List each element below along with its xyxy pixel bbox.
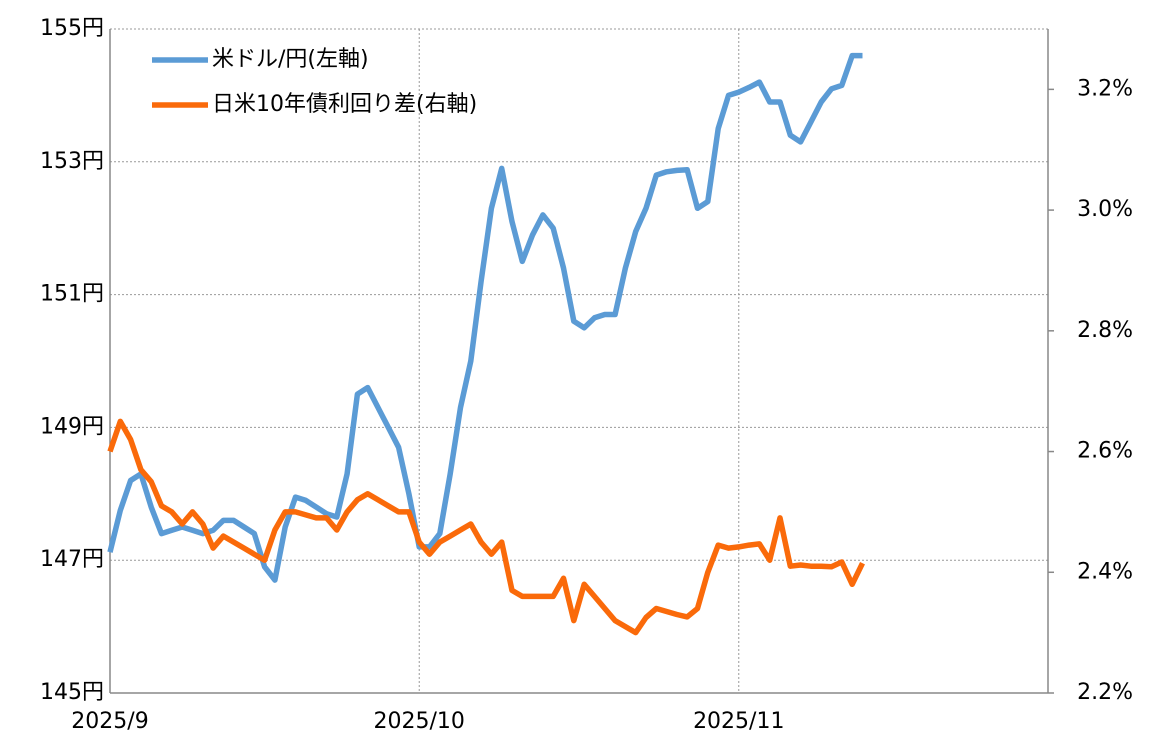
series-line: [107, 418, 865, 636]
y-tick-label: 155円: [40, 16, 104, 41]
y2-tick-label: 3.0%: [1077, 197, 1133, 222]
y2-tick-label: 2.4%: [1077, 559, 1133, 584]
y2-tick-label: 2.2%: [1077, 680, 1133, 705]
series-line: [107, 52, 863, 583]
y-tick-label: 151円: [40, 282, 104, 307]
y-tick-label: 149円: [40, 414, 104, 439]
legend-label: 日米10年債利回り差(右軸): [212, 92, 477, 117]
y2-tick-label: 2.8%: [1077, 318, 1133, 343]
x-tick-label: 2025/10: [374, 709, 465, 734]
x-tick-label: 2025/11: [693, 709, 784, 734]
legend-label: 米ドル/円(左軸): [212, 47, 369, 72]
x-tick-label: 2025/9: [71, 709, 148, 734]
y-tick-label: 153円: [40, 149, 104, 174]
y2-tick-label: 2.6%: [1077, 439, 1133, 464]
y-tick-label: 147円: [40, 547, 104, 572]
y2-tick-label: 3.2%: [1077, 76, 1133, 101]
y-tick-label: 145円: [40, 680, 104, 705]
